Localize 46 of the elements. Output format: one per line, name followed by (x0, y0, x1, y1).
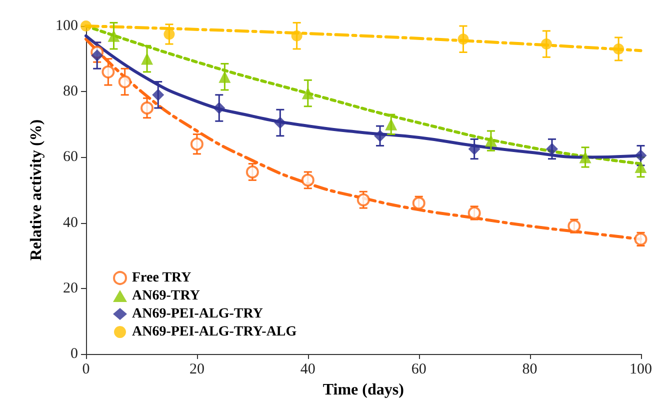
point (213, 102, 226, 114)
point (102, 65, 115, 78)
point (274, 116, 286, 129)
x-tick-label: 20 (189, 362, 204, 378)
point (80, 20, 92, 32)
y-tick-label: 40 (63, 214, 78, 231)
point (613, 43, 624, 54)
y-tick-label: 80 (63, 84, 78, 100)
legend-label: Free TRY (132, 270, 192, 286)
x-tick-label: 40 (300, 362, 316, 378)
point (246, 165, 259, 178)
point (579, 151, 592, 164)
point (356, 193, 370, 206)
point (302, 87, 314, 100)
point (484, 134, 497, 147)
x-tick-label: 60 (411, 362, 426, 378)
point (385, 118, 398, 130)
point (540, 38, 552, 50)
y-tick-label: 60 (63, 149, 78, 166)
y-axis-title: Relative activity (%) (28, 119, 46, 261)
point (301, 174, 314, 187)
legend-label: AN69-TRY (132, 288, 200, 304)
x-tick-label: 100 (630, 362, 652, 378)
point (164, 28, 175, 40)
point (634, 161, 647, 174)
point (140, 102, 154, 114)
point (91, 50, 104, 62)
y-tick-label: 0 (70, 346, 78, 362)
point (468, 143, 480, 155)
point (291, 30, 302, 42)
point (190, 138, 204, 151)
point (118, 75, 132, 88)
x-tick-label: 0 (82, 362, 90, 378)
point (458, 34, 469, 45)
point (152, 88, 164, 101)
legend-label: AN69-PEI-ALG-TRY-ALG (132, 324, 297, 340)
x-tick-label: 80 (522, 362, 538, 378)
y-tick-label: 20 (63, 280, 78, 296)
x-axis-title: Time (days) (322, 381, 404, 398)
y-tick-label: 100 (56, 18, 78, 34)
point (634, 150, 647, 162)
legend-label: AN69-PEI-ALG-TRY (132, 306, 263, 322)
point (218, 70, 231, 83)
point (374, 130, 386, 142)
point (141, 52, 154, 65)
point (546, 143, 558, 155)
